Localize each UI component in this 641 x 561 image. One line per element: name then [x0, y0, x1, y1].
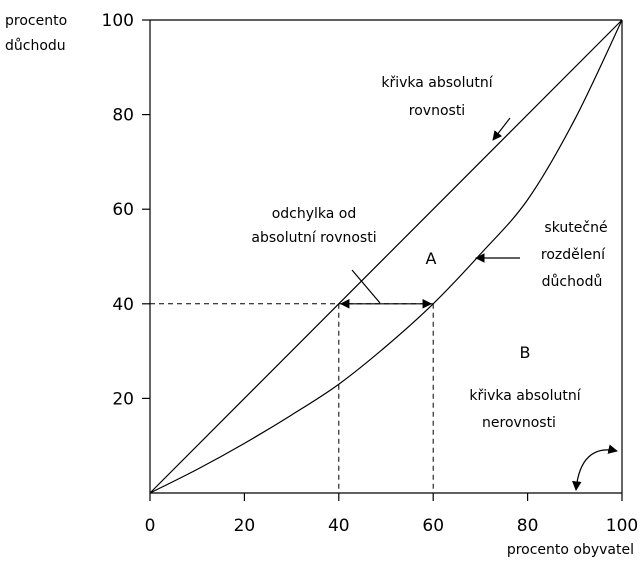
x-tick-label-80: 80 — [517, 516, 539, 536]
deviation-label-pointer — [351, 269, 381, 304]
y-tick-label-20: 20 — [112, 389, 134, 409]
y-axis-title-line-1: procento — [5, 13, 67, 29]
dashed-guides — [150, 303, 434, 493]
y-axis-title-line-2: důchodu — [5, 38, 66, 54]
x-tick-label-20: 20 — [234, 516, 256, 536]
equality-label-line-1: křivka absolutní — [381, 75, 493, 91]
lorenz-label-line-1: skutečné — [544, 220, 607, 236]
region-b-label: B — [520, 343, 531, 362]
inequality-label-line-1: křivka absolutní — [469, 388, 581, 404]
y-tick-label-60: 60 — [112, 200, 134, 220]
x-ticks: 0 20 40 60 80 100 — [145, 493, 638, 536]
x-tick-label-100: 100 — [606, 516, 638, 536]
x-axis-title: procento obyvatel — [507, 542, 634, 558]
y-tick-label-100: 100 — [102, 11, 134, 31]
inequality-curved-arrow — [572, 444, 618, 491]
lorenz-label-line-2: rozdělení — [541, 247, 606, 263]
inequality-label-line-2: nerovnosti — [482, 415, 556, 431]
equality-label-line-2: rovnosti — [409, 103, 465, 119]
y-tick-label-80: 80 — [112, 106, 134, 126]
equality-label-pointer — [492, 117, 511, 141]
x-tick-label-0: 0 — [145, 516, 156, 536]
lorenz-label-line-3: důchodů — [542, 274, 603, 290]
x-tick-label-40: 40 — [328, 516, 350, 536]
deviation-label-line-2: absolutní rovnosti — [251, 230, 376, 246]
y-ticks: 20 40 60 80 100 — [102, 11, 150, 409]
lorenz-curve — [149, 19, 623, 494]
region-a-label: A — [426, 249, 437, 268]
absolute-equality-line — [149, 19, 623, 494]
x-tick-label-60: 60 — [422, 516, 444, 536]
y-tick-label-40: 40 — [112, 295, 134, 315]
deviation-label-line-1: odchylka od — [272, 206, 357, 222]
